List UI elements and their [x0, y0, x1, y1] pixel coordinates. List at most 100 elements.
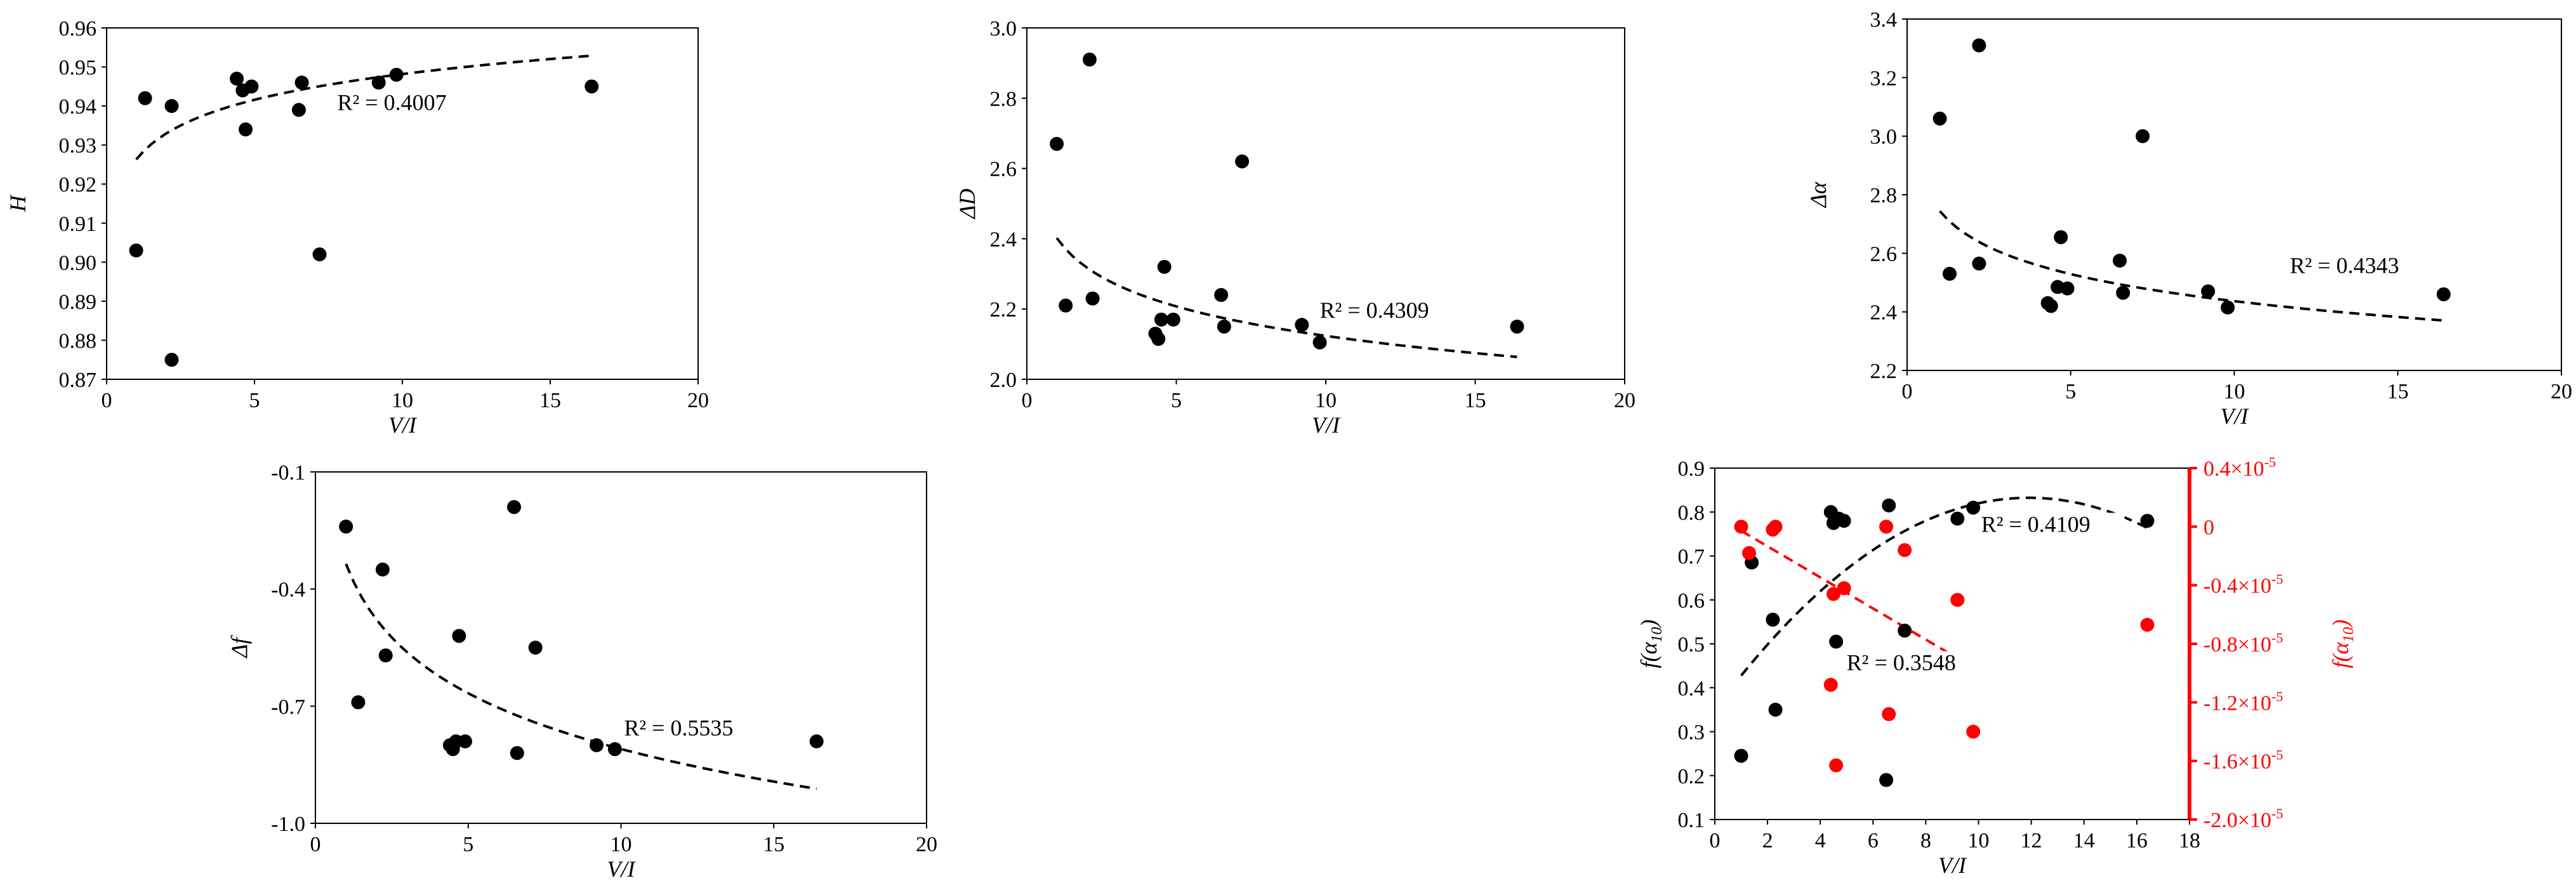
y-tick-label: -0.4 — [271, 578, 305, 602]
r-squared-label: R² = 0.4309 — [1320, 297, 1429, 323]
x-tick-label: 10 — [392, 389, 413, 412]
x-tick-label: 12 — [2021, 829, 2042, 853]
data-point-0 — [291, 103, 306, 117]
y2-tick-mantissa: -1.2×10 — [2203, 691, 2271, 715]
x-tick-label: 14 — [2073, 829, 2095, 853]
y2-axis-title: f(α10) — [2328, 620, 2357, 669]
x-tick-label: 0 — [102, 389, 112, 412]
y2-axis-title-part: ) — [2328, 620, 2353, 629]
x-tick-label: 10 — [1315, 389, 1337, 412]
panel-delta-f-vs-vi: 0 5 10 15 20 -1.0 -0.7 -0.4 -0.1 V/I Δf R² = 0.5535 — [227, 461, 937, 882]
x-axis-title: V/I — [607, 856, 637, 882]
data-point-0 — [1882, 498, 1896, 513]
y-tick-label: 2.8 — [990, 88, 1017, 111]
trendline-0 — [1939, 210, 2444, 322]
r2-label-background — [1842, 651, 1990, 677]
x-tick-label: 0 — [1022, 389, 1033, 412]
x-tick-label: 20 — [916, 833, 937, 856]
r-squared-label: R² = 0.5535 — [624, 715, 733, 741]
x-axis-title: V/I — [1938, 853, 1967, 878]
data-point-0 — [2436, 287, 2451, 301]
y2-tick-label: -0.4×10-5 — [2203, 572, 2283, 598]
panel-delta-d-vs-vi: 0 5 10 15 20 2.0 2.2 2.4 2.6 2.8 3.0 V/I ΔD R² = 0.43… — [954, 17, 1635, 438]
data-point-0 — [1879, 773, 1894, 787]
data-point-0 — [1972, 38, 1986, 53]
y-tick-label: 0.5 — [1678, 633, 1705, 657]
panel-h-vs-vi: 0 5 10 15 20 0.87 0.88 0.89 0.90 0.91 0.92 0.93 0.94… — [5, 17, 709, 438]
data-point-0 — [2221, 300, 2235, 315]
data-point-1 — [1837, 581, 1851, 596]
data-point-0 — [585, 79, 599, 94]
data-point-0 — [2201, 284, 2216, 299]
y-tick-label: -1.0 — [271, 813, 305, 836]
data-point-0 — [1972, 256, 1986, 271]
data-point-0 — [1157, 259, 1172, 274]
data-point-0 — [378, 648, 393, 663]
data-point-0 — [239, 122, 253, 137]
y2-tick-label: 0.4×10-5 — [2203, 454, 2276, 481]
y2-tick-exponent: -5 — [2271, 747, 2283, 763]
data-point-0 — [1898, 624, 1912, 638]
y2-tick-label: 0 — [2203, 516, 2214, 539]
y-tick-label: 0.92 — [59, 173, 97, 197]
panel-f-alpha10-vs-vi: 0 2 4 6 8 10 12 14 16 18 0.1 0.2 0.3 0.4 0.5 0.6 0.7 0.8 0… — [1636, 454, 2357, 878]
x-tick-label: 6 — [1868, 829, 1879, 853]
y-tick-label: 0.91 — [59, 212, 97, 236]
data-point-0 — [2060, 281, 2075, 296]
y-tick-label: 2.8 — [1870, 184, 1898, 207]
x-tick-label: 10 — [611, 833, 632, 856]
y-tick-label: 0.96 — [59, 17, 97, 41]
x-tick-label: 5 — [463, 833, 473, 856]
data-point-0 — [1217, 319, 1231, 334]
plot-frame — [1026, 27, 1625, 380]
data-point-1 — [1826, 587, 1840, 601]
data-point-0 — [1766, 612, 1780, 627]
data-point-0 — [164, 99, 179, 114]
x-tick-label: 20 — [1614, 389, 1635, 412]
y2-tick-label: -1.2×10-5 — [2203, 688, 2283, 715]
x-tick-label: 5 — [249, 389, 260, 412]
y-tick-label: 0.3 — [1678, 721, 1705, 745]
data-point-0 — [452, 629, 466, 643]
y2-tick-exponent: -5 — [2271, 806, 2283, 821]
x-tick-label: 2 — [1762, 829, 1773, 853]
x-tick-label: 8 — [1920, 829, 1931, 853]
y-tick-label: 2.6 — [1870, 242, 1898, 266]
y2-tick-mantissa: -1.6×10 — [2203, 750, 2271, 774]
data-point-1 — [1950, 592, 1965, 607]
x-tick-label: 5 — [2065, 380, 2076, 403]
x-axis-title: V/I — [1312, 412, 1341, 438]
data-point-0 — [1768, 702, 1783, 717]
data-point-0 — [1050, 136, 1064, 151]
data-point-0 — [1214, 288, 1229, 303]
x-tick-label: 0 — [1710, 829, 1721, 853]
data-point-1 — [1829, 758, 1844, 773]
y-tick-label: 0.95 — [59, 56, 97, 80]
data-point-0 — [1166, 312, 1180, 327]
r2-label-background — [620, 716, 768, 742]
y-axis-title-part: f(α — [1636, 641, 1661, 668]
x-tick-label: 15 — [763, 833, 784, 856]
r-squared-label: R² = 0.4343 — [2290, 252, 2399, 278]
y2-axis-title-part: f(α — [2328, 641, 2353, 668]
data-point-0 — [389, 67, 404, 82]
y-tick-label: 3.0 — [1870, 126, 1898, 149]
trendline-0 — [135, 54, 592, 160]
y2-axis-title-subscript: 10 — [2341, 627, 2357, 643]
data-point-0 — [1829, 634, 1844, 649]
data-point-0 — [1295, 318, 1309, 332]
x-axis-title: V/I — [388, 412, 418, 438]
data-point-1 — [1966, 724, 1981, 739]
data-point-1 — [1823, 677, 1838, 692]
data-point-0 — [312, 247, 327, 262]
plot-frame — [106, 27, 699, 380]
y-tick-label: 2.4 — [990, 228, 1017, 251]
data-point-0 — [1312, 335, 1327, 350]
data-point-1 — [1742, 545, 1757, 560]
data-point-0 — [528, 641, 543, 655]
data-point-0 — [1154, 312, 1168, 327]
r-squared-label: R² = 0.3548 — [1847, 650, 1956, 676]
y-tick-label: -0.1 — [271, 461, 305, 485]
x-tick-label: 15 — [1465, 389, 1486, 412]
